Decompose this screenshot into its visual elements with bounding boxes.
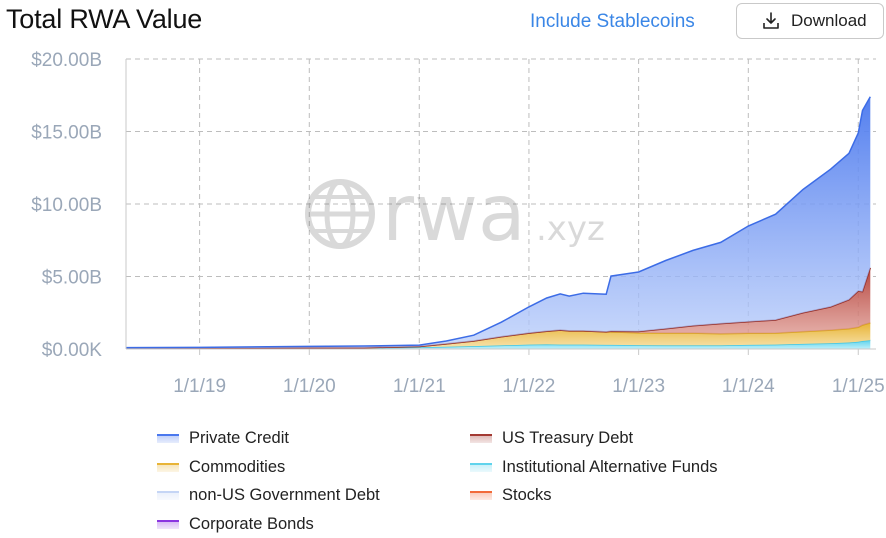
line-private-credit	[125, 96, 871, 349]
series-areas	[125, 96, 872, 350]
legend-swatch	[157, 490, 179, 500]
legend-swatch	[470, 433, 492, 443]
legend-label: Stocks	[502, 485, 552, 504]
x-tick-label: 1/1/25	[832, 376, 885, 397]
legend-item[interactable]: Stocks	[470, 485, 552, 505]
x-tick-label: 1/1/22	[503, 376, 556, 397]
legend-item[interactable]: Corporate Bonds	[157, 514, 314, 534]
legend-swatch	[470, 462, 492, 472]
download-icon	[761, 11, 781, 31]
y-tick-label: $20.00B	[31, 50, 102, 71]
legend-swatch	[157, 519, 179, 529]
download-label: Download	[791, 11, 867, 30]
area-us-treasury-debt	[126, 267, 871, 349]
legend-label: Institutional Alternative Funds	[502, 457, 718, 476]
y-tick-label: $15.00B	[31, 123, 102, 144]
legend-swatch	[157, 433, 179, 443]
area-commodities	[126, 322, 871, 349]
legend-label: Private Credit	[189, 428, 289, 447]
chart-title: Total RWA Value	[6, 4, 203, 34]
legend-swatch	[157, 462, 179, 472]
x-tick-label: 1/1/23	[612, 376, 665, 397]
y-tick-label: $5.00B	[42, 268, 102, 289]
legend-label: non-US Government Debt	[189, 485, 380, 504]
x-tick-label: 1/1/21	[393, 376, 446, 397]
legend-swatch	[470, 490, 492, 500]
axes: $0.00K $5.00B $10.00B $15.00B $20.00B 1/1/19 1…	[31, 50, 884, 397]
area-private-credit	[126, 96, 871, 349]
watermark-text: rwa	[382, 169, 526, 259]
rwa-watermark: rwa .xyz	[305, 169, 605, 259]
legend-item[interactable]: Institutional Alternative Funds	[470, 457, 718, 477]
download-button[interactable]: Download	[736, 3, 884, 39]
rwa-area-chart: rwa .xyz $0.00K $5.00B $10.00B $15.00B $20.0…	[31, 50, 884, 397]
legend-label: Corporate Bonds	[189, 514, 314, 533]
area-institutional-alternative-funds	[126, 340, 871, 349]
y-tick-label: $0.00K	[42, 340, 103, 361]
legend-label: Commodities	[189, 457, 286, 476]
y-tick-label: $10.00B	[31, 195, 102, 216]
legend-item[interactable]: Commodities	[157, 457, 285, 477]
legend-label: US Treasury Debt	[502, 428, 634, 447]
x-tick-label: 1/1/20	[283, 376, 336, 397]
legend-item[interactable]: Private Credit	[157, 428, 289, 448]
legend-item[interactable]: US Treasury Debt	[470, 428, 633, 448]
x-tick-label: 1/1/19	[173, 376, 226, 397]
watermark-suffix: .xyz	[536, 209, 605, 249]
legend-item[interactable]: non-US Government Debt	[157, 485, 380, 505]
include-stablecoins-link[interactable]: Include Stablecoins	[530, 11, 695, 32]
x-tick-label: 1/1/24	[722, 376, 775, 397]
